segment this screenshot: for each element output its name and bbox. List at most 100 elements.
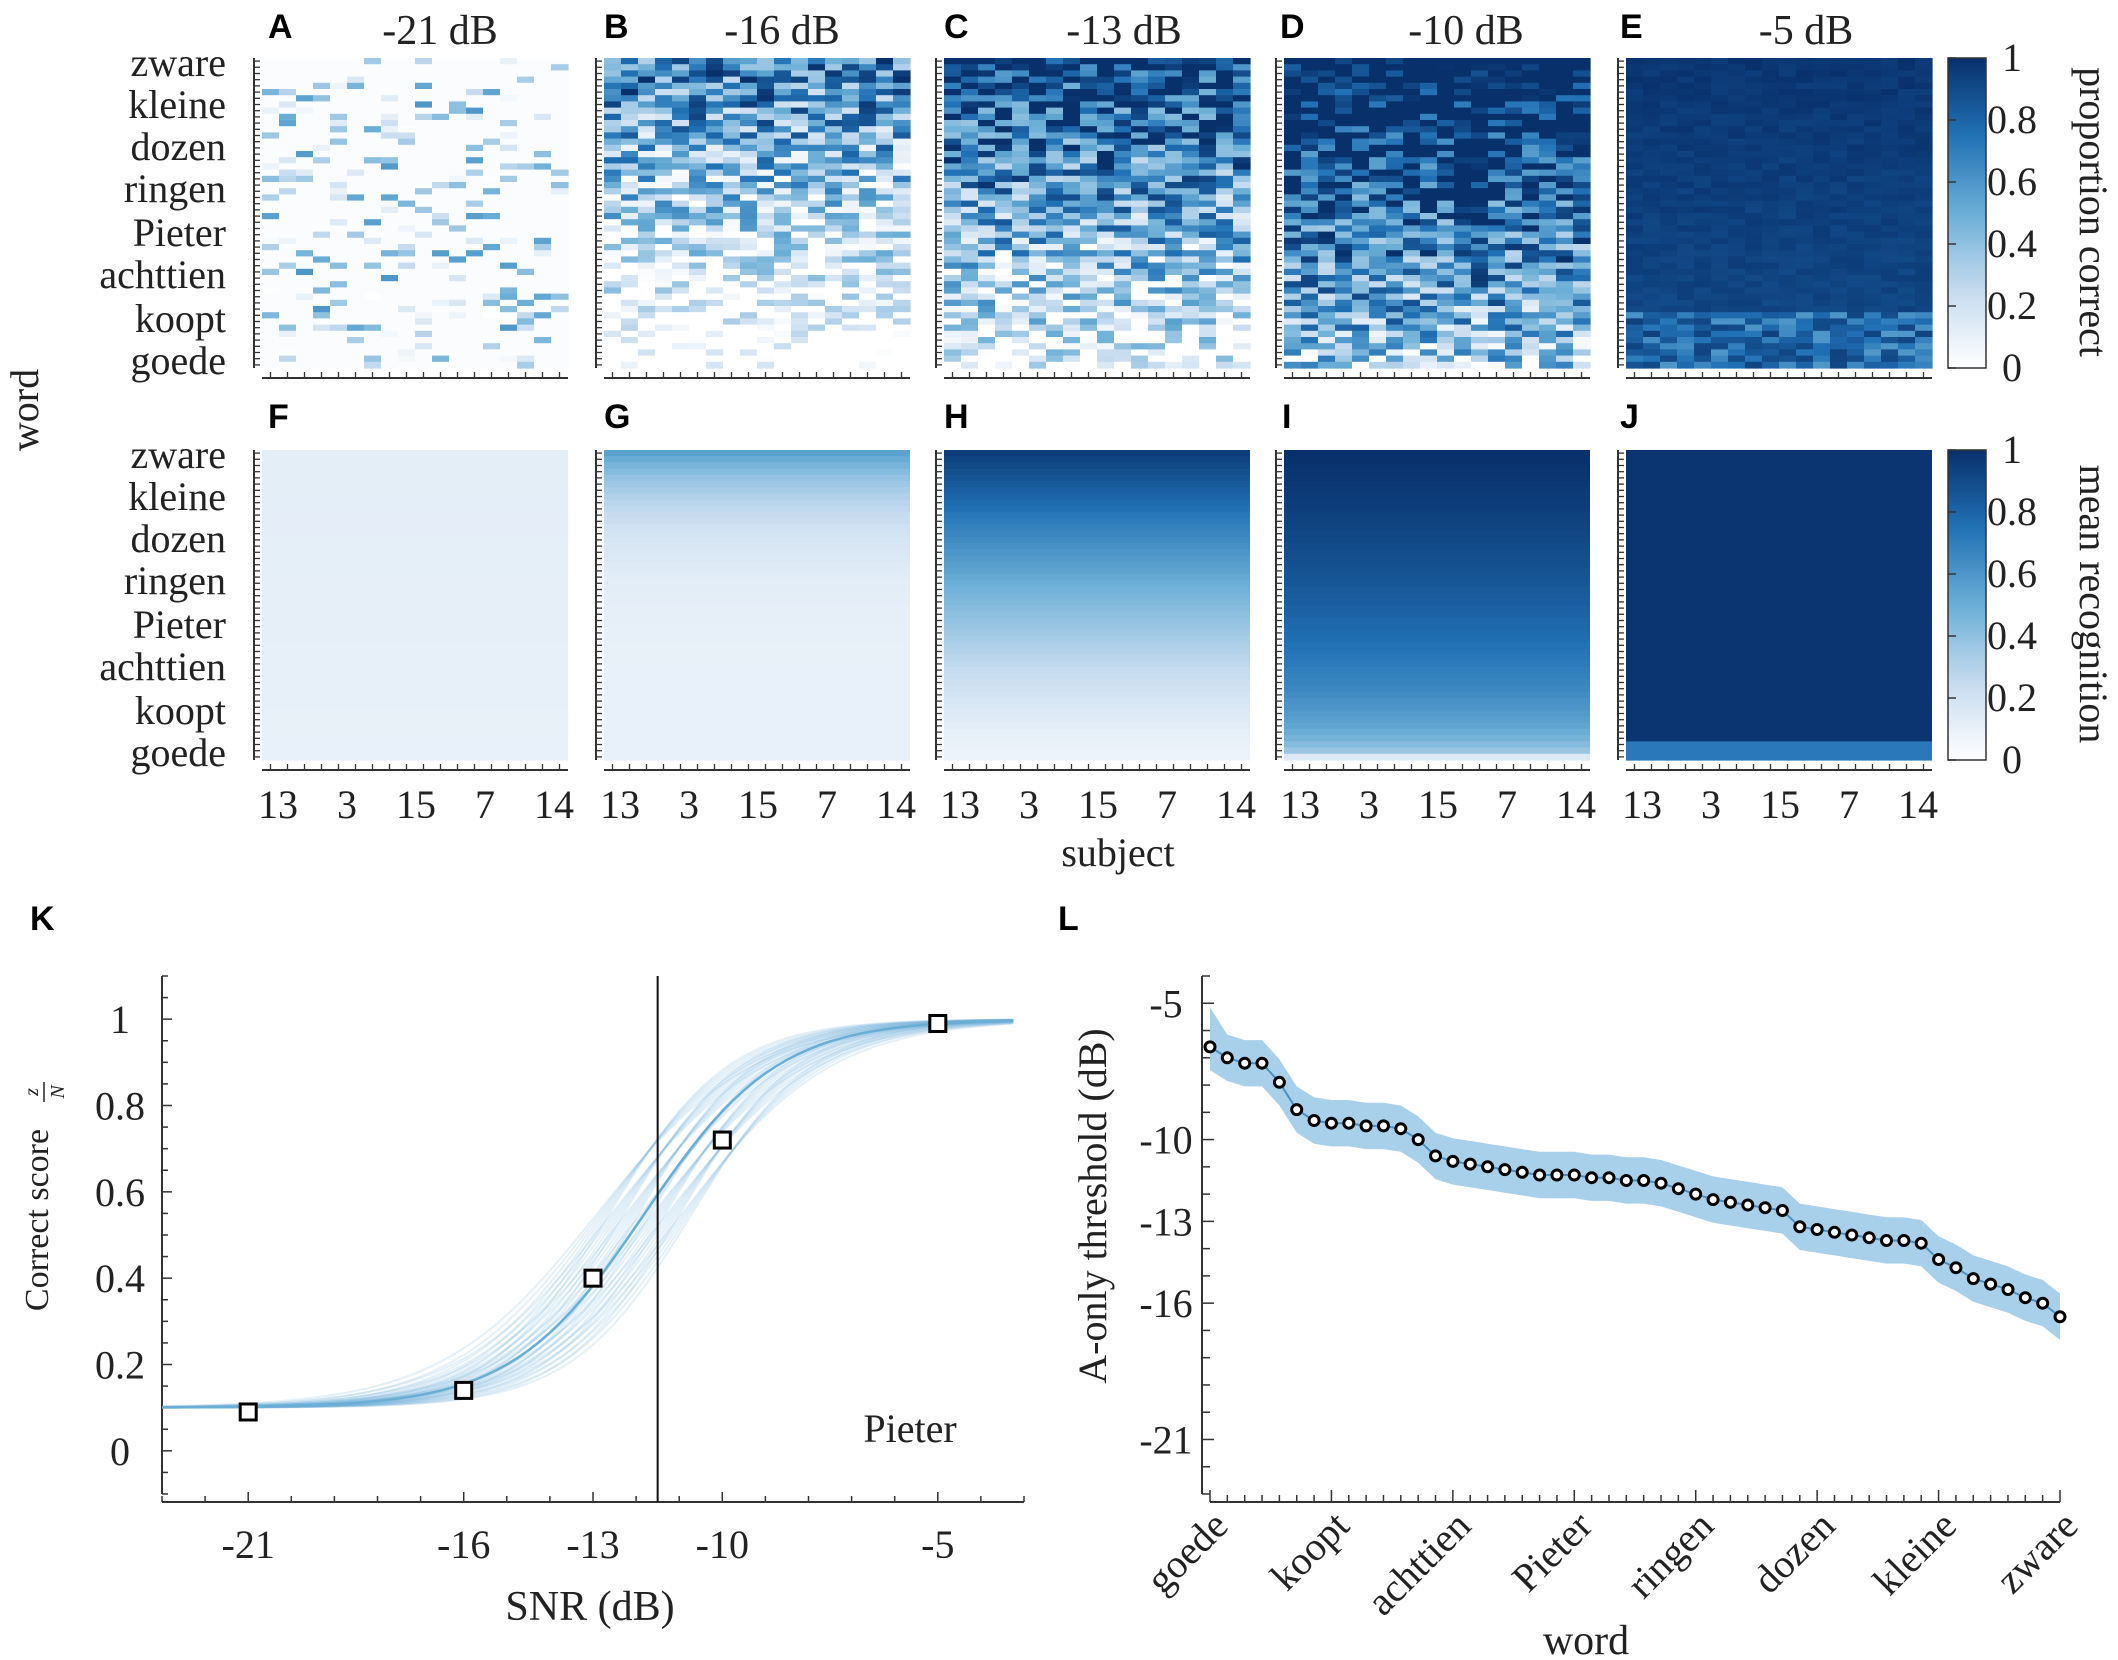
- heat-cell: [1864, 175, 1882, 183]
- heat-cell: [381, 225, 399, 233]
- heat-cell: [1796, 151, 1814, 158]
- heat-cell: [621, 355, 639, 363]
- heat-row: [1284, 636, 1590, 643]
- heat-cell: [1216, 113, 1234, 121]
- heat-cell: [1148, 287, 1166, 295]
- heat-cell: [757, 126, 775, 133]
- heat-cell: [1830, 250, 1848, 257]
- heat-cell: [621, 70, 639, 78]
- heat-cell: [1403, 337, 1421, 344]
- heat-cell: [1097, 293, 1115, 301]
- heat-cell: [1915, 132, 1933, 140]
- heat-cell: [296, 188, 314, 195]
- heat-cell: [381, 132, 399, 140]
- heat-cell: [398, 101, 416, 109]
- heat-cell: [1505, 188, 1523, 195]
- heatmap-C: [944, 58, 1251, 369]
- heat-cell: [1728, 219, 1746, 226]
- heat-cell: [1830, 82, 1848, 90]
- heat-cell: [1216, 262, 1234, 270]
- heat-cell: [1012, 250, 1030, 257]
- heat-cell: [961, 120, 979, 127]
- heat-cell: [347, 256, 365, 264]
- heat-cell: [604, 330, 622, 338]
- heat-cell: [1437, 268, 1455, 276]
- heat-row: [262, 716, 568, 724]
- heat-cell: [1080, 361, 1098, 369]
- heat-cell: [1711, 237, 1729, 245]
- heat-cell: [638, 231, 656, 239]
- heat-cell: [483, 120, 501, 127]
- heat-cell: [1097, 337, 1115, 344]
- heat-cell: [944, 293, 962, 301]
- heat-cell: [262, 64, 280, 71]
- heat-cell: [1505, 337, 1523, 344]
- heat-cell: [1216, 293, 1234, 301]
- heat-cell: [1131, 244, 1149, 251]
- heat-cell: [740, 275, 758, 282]
- heat-cell: [1437, 355, 1455, 363]
- heat-cell: [330, 163, 348, 171]
- heat-cell: [1233, 256, 1251, 264]
- heat-cell: [1063, 287, 1081, 295]
- heat-cell: [757, 293, 775, 301]
- heat-cell: [604, 76, 622, 84]
- heat-cell: [825, 64, 843, 71]
- heat-cell: [1097, 281, 1115, 288]
- heat-cell: [1131, 330, 1149, 338]
- heat-cell: [1694, 120, 1712, 127]
- heat-cell: [313, 107, 331, 115]
- heat-cell: [1813, 194, 1831, 202]
- heat-cell: [1080, 219, 1098, 226]
- heat-cell: [483, 151, 501, 158]
- heat-cell: [517, 82, 535, 90]
- heat-cell: [859, 275, 877, 282]
- heat-cell: [1029, 262, 1047, 270]
- heat-cell: [961, 101, 979, 109]
- heat-cell: [1420, 194, 1438, 202]
- heat-cell: [313, 95, 331, 102]
- heat-cell: [638, 169, 656, 177]
- heat-cell: [757, 256, 775, 264]
- heat-cell: [1762, 250, 1780, 257]
- heat-cell: [774, 262, 792, 270]
- heat-cell: [1488, 169, 1506, 177]
- heat-cell: [381, 318, 399, 326]
- heat-cell: [1046, 188, 1064, 195]
- heat-cell: [1779, 107, 1797, 115]
- heat-row: [262, 617, 568, 625]
- heat-cell: [1643, 64, 1661, 71]
- heat-cell: [1660, 107, 1678, 115]
- heat-cell: [740, 237, 758, 245]
- heat-cell: [1114, 89, 1132, 96]
- heat-cell: [1454, 256, 1472, 264]
- heat-cell: [1148, 175, 1166, 183]
- heatmap-axes: [595, 58, 910, 379]
- heat-cell: [466, 231, 484, 239]
- heat-cell: [1420, 82, 1438, 90]
- heat-cell: [517, 138, 535, 146]
- heat-cell: [1335, 330, 1353, 338]
- heat-cell: [1898, 231, 1916, 239]
- heat-cell: [995, 262, 1013, 270]
- heat-cell: [706, 231, 724, 239]
- heat-cell: [995, 95, 1013, 102]
- heat-cell: [1522, 330, 1540, 338]
- heat-cell: [296, 237, 314, 245]
- heat-cell: [1813, 76, 1831, 84]
- heat-cell: [1847, 82, 1865, 90]
- heat-cell: [415, 95, 433, 102]
- heat-cell: [1080, 175, 1098, 183]
- heat-cell: [1556, 138, 1574, 146]
- heat-cell: [1199, 219, 1217, 226]
- heat-cell: [1080, 206, 1098, 214]
- heat-cell: [1046, 120, 1064, 127]
- heat-cell: [1335, 144, 1353, 152]
- heat-cell: [723, 95, 741, 102]
- heat-cell: [1318, 175, 1336, 183]
- heat-cell: [893, 194, 911, 202]
- heat-cell: [1677, 268, 1695, 276]
- heat-cell: [995, 138, 1013, 146]
- heat-cell: [432, 306, 450, 313]
- heat-cell: [706, 355, 724, 363]
